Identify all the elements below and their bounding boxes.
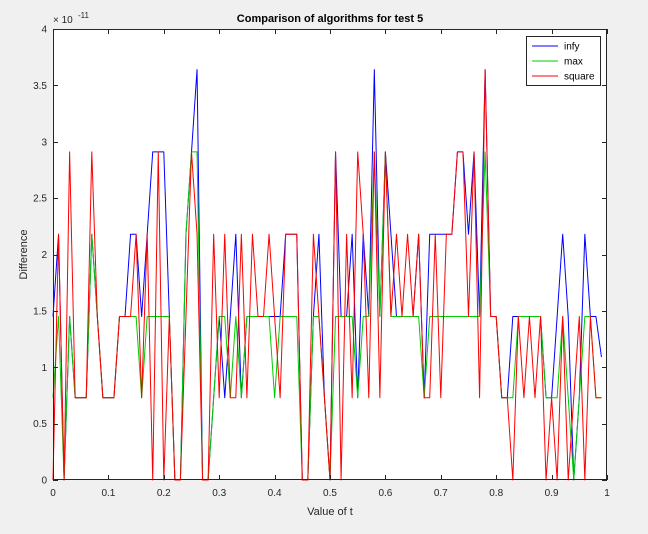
x-tick-label: 0.3 [212, 488, 226, 499]
y-tick-label: 3.5 [33, 81, 47, 92]
y-tick-label: 3 [41, 137, 47, 148]
legend: infy max square [526, 36, 601, 86]
plot-area [53, 29, 607, 480]
x-tick-label: 1 [604, 488, 610, 499]
y-tick-label: 1.5 [33, 306, 47, 317]
x-tick-label: 0.4 [268, 488, 282, 499]
x-tick-label: 0.2 [157, 488, 171, 499]
x-tick-label: 0.8 [489, 488, 503, 499]
legend-label-square: square [564, 72, 595, 83]
y-exponent-base: × 10 [53, 15, 73, 26]
x-axis-label: Value of t [307, 506, 353, 518]
series-lines [52, 69, 602, 481]
y-tick-label: 1 [41, 363, 47, 374]
legend-label-max: max [564, 57, 583, 68]
x-tick-label: 0.1 [101, 488, 115, 499]
x-tick-label: 0.7 [434, 488, 448, 499]
series-line-square [52, 69, 602, 481]
x-tick-label: 0.5 [323, 488, 337, 499]
x-tick-label: 0.9 [545, 488, 559, 499]
x-tick-label: 0.6 [378, 488, 392, 499]
axis-ticks: 0 0.1 0.2 0.3 0.4 0.5 0.6 0.7 0.8 0.9 1 0 0.5 1 1.5 2 2.… [33, 25, 610, 500]
x-tick-label: 0 [50, 488, 56, 499]
y-tick-label: 0 [41, 476, 47, 487]
y-axis-label: Difference [18, 230, 30, 280]
y-tick-label: 2 [41, 250, 47, 261]
y-axis-exponent: × 10 -11 [53, 11, 90, 26]
legend-label-infy: infy [564, 42, 580, 53]
y-tick-label: 0.5 [33, 419, 47, 430]
y-tick-label: 2.5 [33, 194, 47, 205]
y-tick-label: 4 [41, 25, 47, 36]
y-exponent-power: -11 [78, 11, 90, 20]
chart-title: Comparison of algorithms for test 5 [237, 13, 423, 25]
